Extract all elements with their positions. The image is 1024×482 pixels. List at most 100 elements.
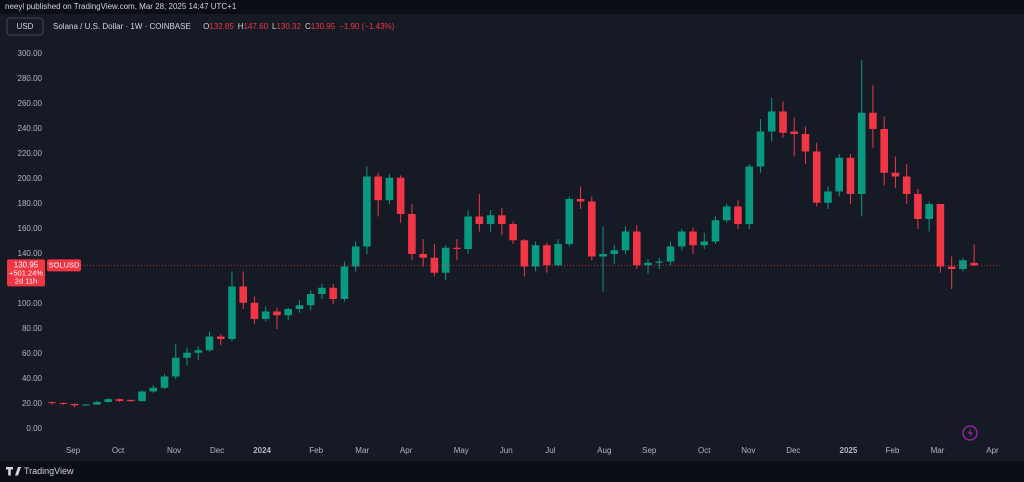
candle-body bbox=[914, 194, 922, 219]
candle-body bbox=[194, 350, 203, 353]
y-tick-label: 220.00 bbox=[18, 149, 43, 158]
published-note: neeyl published on TradingView.com, Mar … bbox=[5, 2, 237, 11]
candle-body bbox=[363, 176, 371, 247]
price-change: −1.90 (−1.43%) bbox=[339, 22, 394, 31]
symbol-tag: SOLUSD bbox=[49, 260, 80, 269]
candle-body bbox=[498, 215, 506, 224]
candle-body bbox=[700, 241, 709, 246]
candle-body bbox=[329, 287, 337, 299]
candle-body bbox=[677, 231, 686, 247]
candle-body bbox=[959, 260, 967, 269]
candle-body bbox=[115, 399, 124, 401]
candle-body bbox=[610, 250, 619, 254]
currency-button[interactable] bbox=[6, 17, 44, 36]
candle-body bbox=[59, 403, 68, 404]
ohlc-value: 147.60 bbox=[244, 22, 269, 31]
candle-body bbox=[756, 131, 765, 167]
candle-body bbox=[520, 240, 529, 267]
candle-body bbox=[576, 199, 585, 202]
candle-body bbox=[554, 244, 562, 266]
x-tick-label: Dec bbox=[210, 446, 224, 455]
x-tick-label: May bbox=[454, 446, 469, 455]
price-tag-change: +501.24% bbox=[9, 268, 43, 277]
candle-body bbox=[824, 191, 832, 203]
price-tag-countdown: 2d 11h bbox=[15, 276, 37, 285]
x-tick-label: Aug bbox=[597, 446, 611, 455]
candle-body bbox=[835, 157, 843, 192]
candle-body bbox=[284, 309, 292, 316]
candle-body bbox=[48, 402, 56, 404]
price-tag-price: 130.95 bbox=[14, 260, 39, 269]
symbol-tag-box bbox=[47, 259, 81, 272]
candle-body bbox=[936, 204, 945, 267]
candle-body bbox=[475, 216, 484, 224]
candle-body bbox=[138, 391, 146, 402]
candle-body bbox=[239, 286, 248, 303]
y-tick-label: 140.00 bbox=[18, 249, 43, 258]
brand-name: TradingView bbox=[24, 466, 74, 476]
candle-body bbox=[70, 404, 79, 406]
ohlc-key: O bbox=[203, 22, 209, 31]
ohlc-key: H bbox=[238, 22, 244, 31]
y-tick-label: 0.00 bbox=[26, 424, 42, 433]
top-bar bbox=[0, 0, 1024, 14]
candle-body bbox=[351, 246, 360, 267]
x-tick-label: Mar bbox=[355, 446, 369, 455]
candle-body bbox=[261, 311, 270, 319]
candle-body bbox=[183, 352, 191, 358]
bottom-bar bbox=[0, 461, 1024, 482]
candle-body bbox=[880, 129, 888, 173]
candle-body bbox=[801, 134, 810, 152]
candle-body bbox=[869, 112, 877, 129]
candle-body bbox=[453, 247, 461, 249]
candle-body bbox=[588, 201, 596, 257]
candle-body bbox=[599, 254, 607, 257]
price-tag-box bbox=[7, 259, 45, 287]
ohlc-value: 132.85 bbox=[209, 22, 234, 31]
candle-body bbox=[486, 215, 495, 224]
y-tick-label: 60.00 bbox=[22, 349, 43, 358]
candle-body bbox=[734, 206, 742, 224]
candle-body bbox=[216, 336, 225, 339]
candle-body bbox=[655, 261, 664, 263]
candle-body bbox=[891, 172, 900, 177]
y-tick-label: 20.00 bbox=[22, 399, 43, 408]
candle-body bbox=[273, 311, 281, 316]
replay-icon[interactable] bbox=[962, 425, 978, 441]
y-tick-label: 40.00 bbox=[22, 374, 43, 383]
brand-logo bbox=[6, 467, 21, 476]
candle-body bbox=[419, 254, 427, 258]
candle-body bbox=[441, 247, 450, 273]
candle-body bbox=[925, 204, 933, 219]
candle-body bbox=[857, 112, 866, 194]
x-tick-label: Feb bbox=[885, 446, 899, 455]
y-tick-label: 200.00 bbox=[18, 174, 43, 183]
candle-body bbox=[767, 111, 776, 132]
y-tick-label: 80.00 bbox=[22, 324, 43, 333]
x-tick-label: Nov bbox=[741, 446, 755, 455]
x-tick-label: Jun bbox=[500, 446, 513, 455]
candle-body bbox=[81, 404, 90, 406]
candle-body bbox=[621, 231, 630, 251]
candle-body bbox=[228, 286, 236, 339]
candle-body bbox=[464, 216, 472, 249]
candle-body bbox=[846, 157, 855, 194]
x-tick-label: Apr bbox=[986, 446, 999, 455]
candle-body bbox=[93, 402, 101, 405]
currency-label: USD bbox=[17, 22, 34, 31]
y-tick-label: 240.00 bbox=[18, 124, 43, 133]
candle-body bbox=[689, 231, 697, 246]
candle-body bbox=[947, 266, 956, 269]
candle-body bbox=[790, 131, 799, 134]
y-tick-label: 160.00 bbox=[18, 224, 43, 233]
candle-body bbox=[149, 387, 158, 392]
candle-body bbox=[295, 305, 304, 309]
candle-body bbox=[126, 399, 135, 402]
ohlc-value: 130.32 bbox=[276, 22, 301, 31]
candle-body bbox=[430, 257, 439, 273]
candle-body bbox=[160, 376, 169, 388]
candle-body bbox=[666, 246, 675, 262]
candle-body bbox=[171, 357, 180, 377]
